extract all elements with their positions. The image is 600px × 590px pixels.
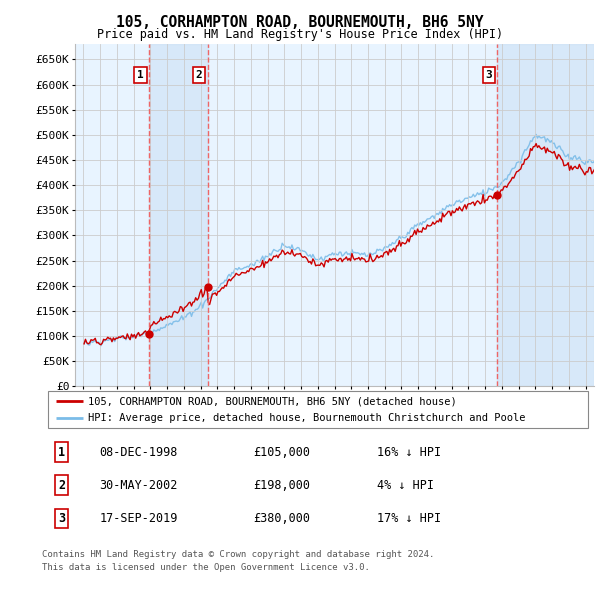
Text: 3: 3 xyxy=(485,70,492,80)
Text: 08-DEC-1998: 08-DEC-1998 xyxy=(100,445,178,459)
Text: HPI: Average price, detached house, Bournemouth Christchurch and Poole: HPI: Average price, detached house, Bour… xyxy=(89,413,526,423)
Text: This data is licensed under the Open Government Licence v3.0.: This data is licensed under the Open Gov… xyxy=(42,563,370,572)
Text: Price paid vs. HM Land Registry's House Price Index (HPI): Price paid vs. HM Land Registry's House … xyxy=(97,28,503,41)
Text: 1: 1 xyxy=(58,445,65,459)
Text: 105, CORHAMPTON ROAD, BOURNEMOUTH, BH6 5NY: 105, CORHAMPTON ROAD, BOURNEMOUTH, BH6 5… xyxy=(116,15,484,30)
Text: 105, CORHAMPTON ROAD, BOURNEMOUTH, BH6 5NY (detached house): 105, CORHAMPTON ROAD, BOURNEMOUTH, BH6 5… xyxy=(89,396,457,407)
Text: 30-MAY-2002: 30-MAY-2002 xyxy=(100,478,178,492)
Text: £198,000: £198,000 xyxy=(253,478,310,492)
Text: 17-SEP-2019: 17-SEP-2019 xyxy=(100,512,178,525)
Text: Contains HM Land Registry data © Crown copyright and database right 2024.: Contains HM Land Registry data © Crown c… xyxy=(42,550,434,559)
Bar xyxy=(149,44,208,386)
Text: 1: 1 xyxy=(137,70,144,80)
Text: 17% ↓ HPI: 17% ↓ HPI xyxy=(377,512,442,525)
Text: 3: 3 xyxy=(58,512,65,525)
Text: 4% ↓ HPI: 4% ↓ HPI xyxy=(377,478,434,492)
Text: £380,000: £380,000 xyxy=(253,512,310,525)
Text: £105,000: £105,000 xyxy=(253,445,310,459)
Bar xyxy=(497,44,594,386)
Text: 16% ↓ HPI: 16% ↓ HPI xyxy=(377,445,442,459)
Text: 2: 2 xyxy=(196,70,203,80)
Text: 2: 2 xyxy=(58,478,65,492)
